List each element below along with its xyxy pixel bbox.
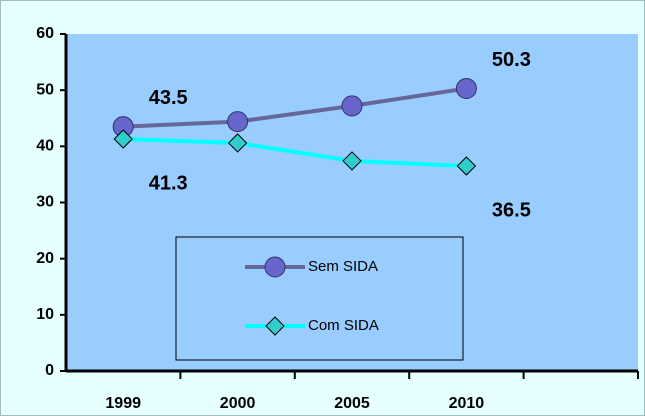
- legend: Sem SIDA Com SIDA: [175, 236, 464, 361]
- data-label: 50.3: [492, 49, 531, 71]
- marker: [227, 133, 248, 153]
- y-tick-label: 10: [36, 306, 54, 323]
- y-tick-label: 30: [36, 194, 54, 211]
- marker: [227, 111, 249, 133]
- marker: [341, 95, 363, 117]
- data-label: 41.3: [149, 172, 188, 194]
- y-tick-label: 60: [36, 25, 54, 42]
- marker: [265, 316, 285, 336]
- marker: [113, 129, 133, 149]
- legend-label: Sem SIDA: [308, 258, 378, 275]
- marker: [264, 256, 286, 278]
- data-label: 36.5: [492, 199, 531, 221]
- x-tick-label: 2000: [220, 395, 256, 412]
- marker: [342, 151, 362, 171]
- y-tick-label: 50: [36, 81, 54, 98]
- x-tick-label: 2005: [334, 395, 370, 412]
- y-tick-label: 0: [45, 362, 54, 379]
- data-label: 43.5: [149, 87, 188, 109]
- y-tick-label: 40: [36, 138, 54, 155]
- series-line: [123, 137, 467, 168]
- legend-box: [175, 236, 464, 361]
- series-line: [123, 86, 467, 129]
- legend-label: Com SIDA: [308, 317, 379, 334]
- y-tick-label: 20: [36, 250, 54, 267]
- x-tick-label: 2010: [449, 395, 485, 412]
- marker: [456, 156, 477, 176]
- x-tick-label: 1999: [105, 395, 141, 412]
- marker: [455, 77, 477, 99]
